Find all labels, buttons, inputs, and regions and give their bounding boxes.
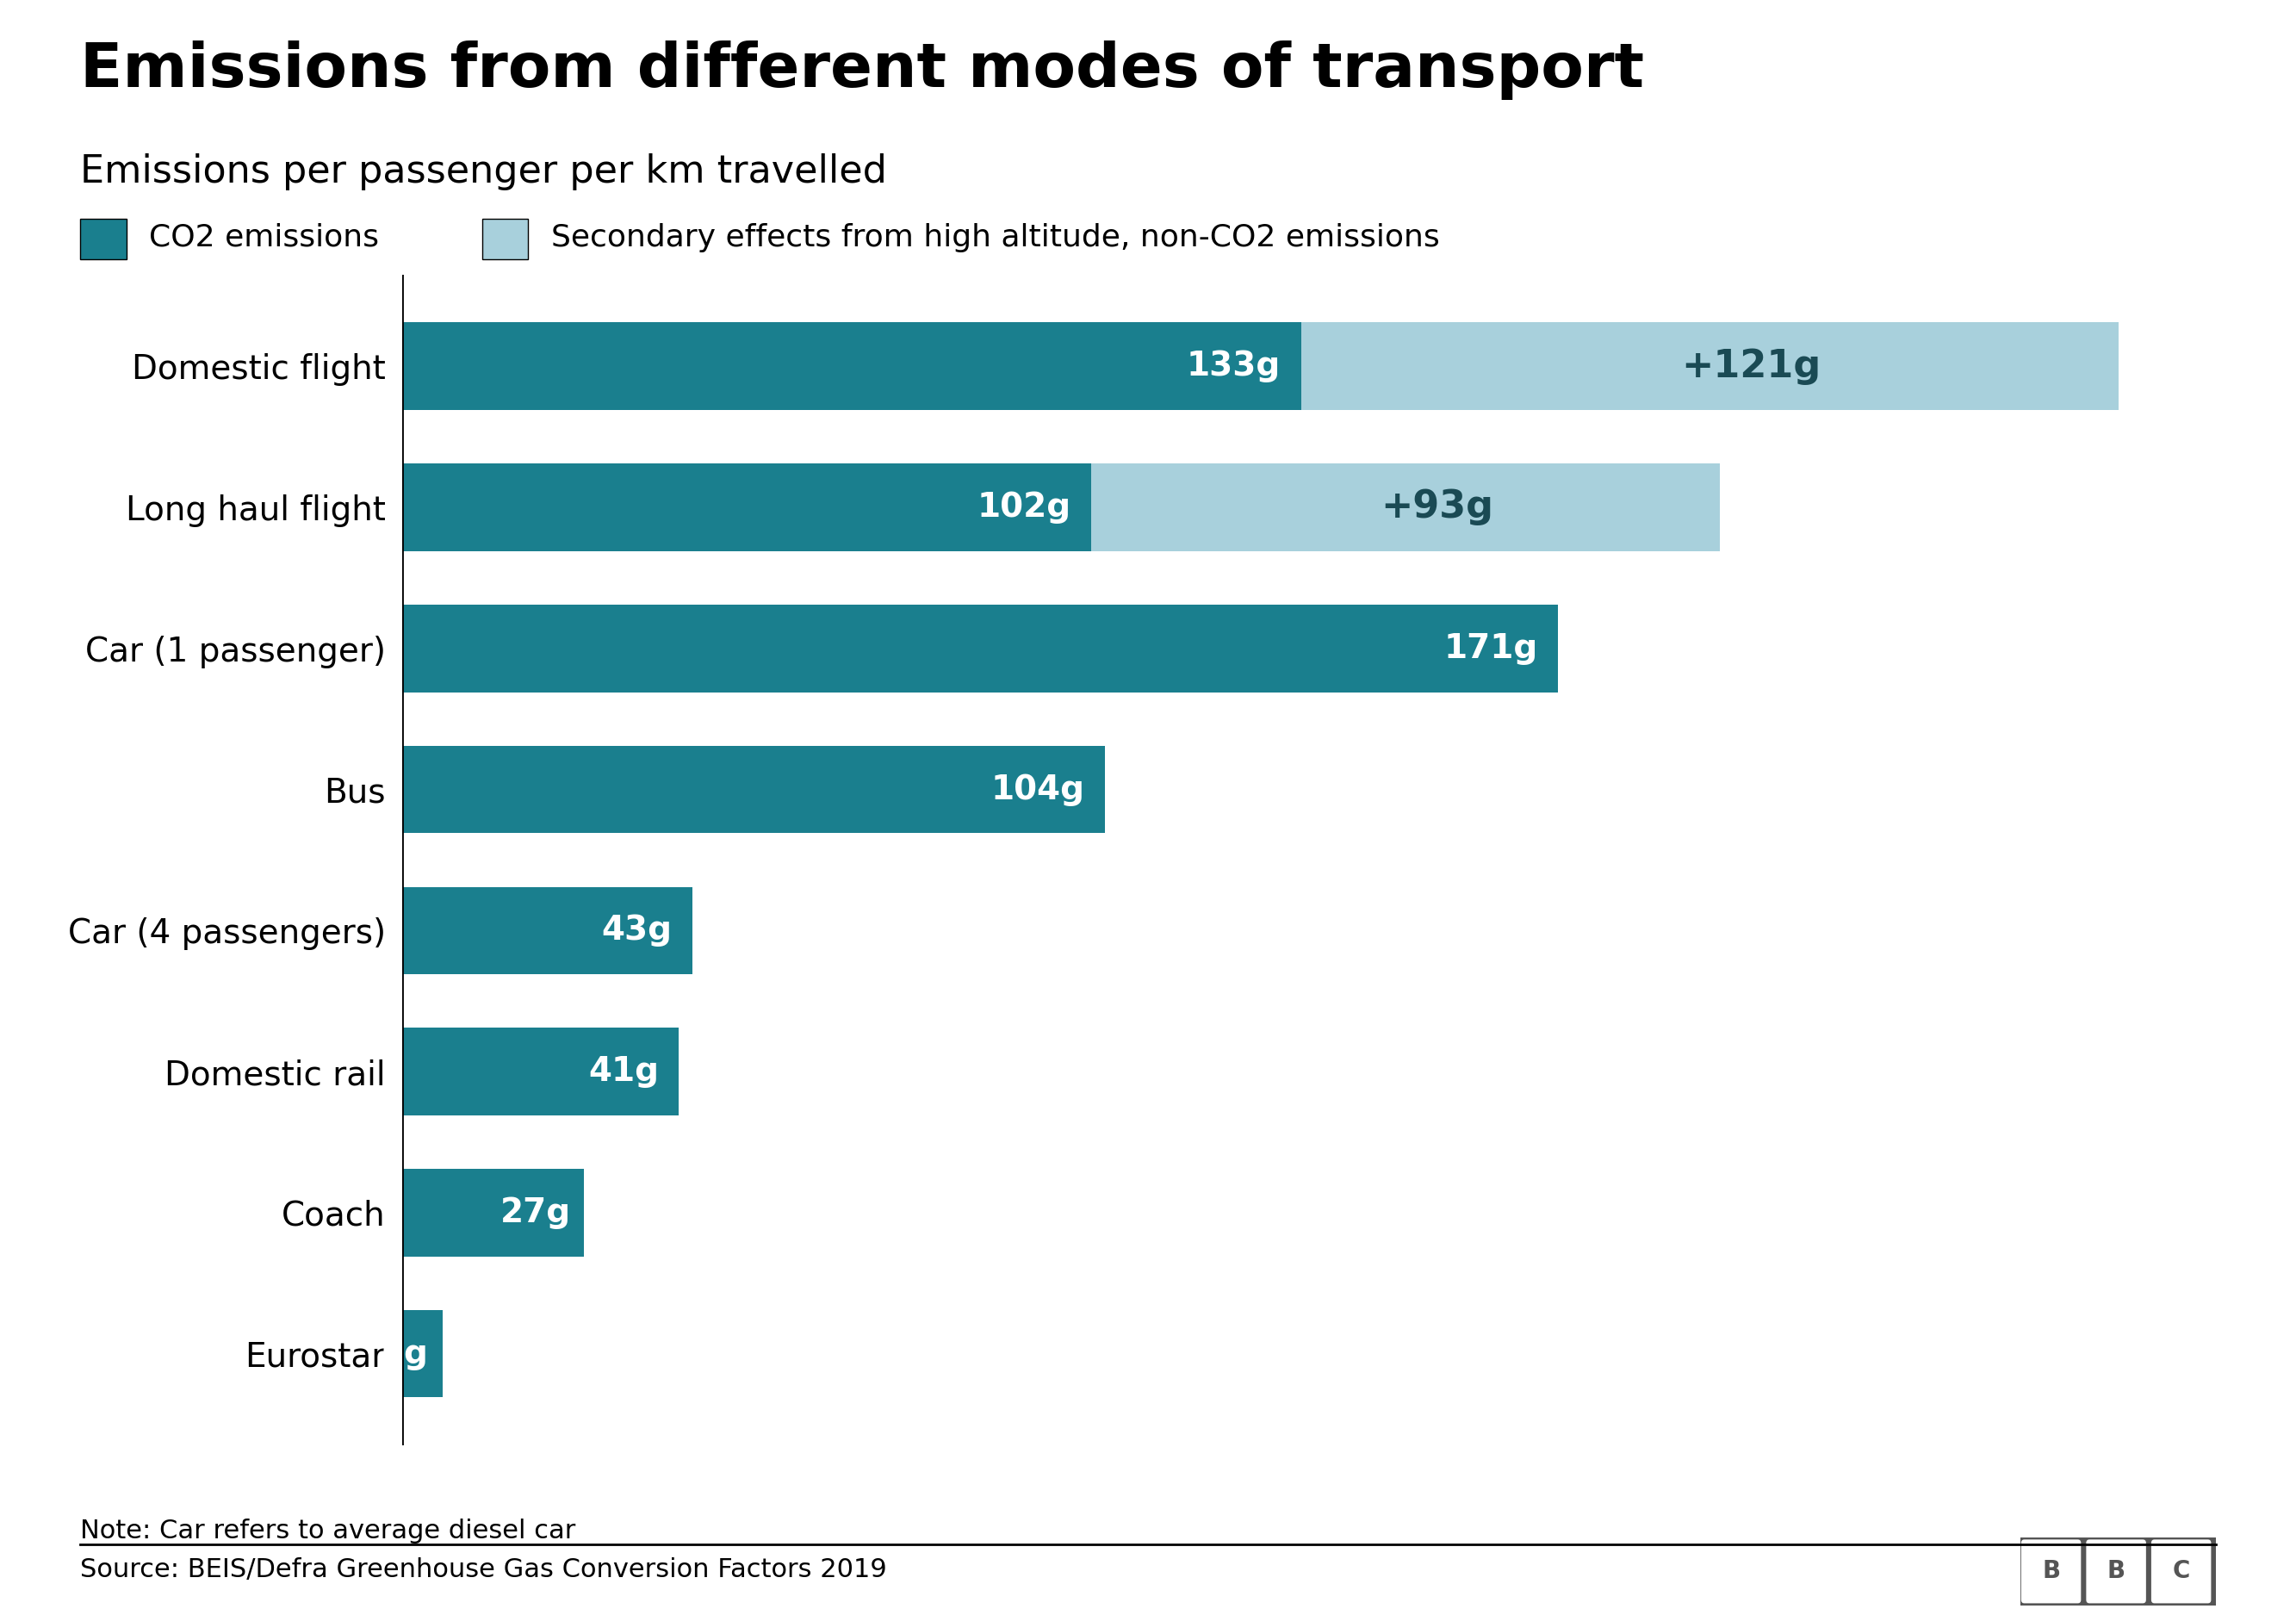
Text: 6g: 6g bbox=[381, 1337, 429, 1370]
Text: Note: Car refers to average diesel car: Note: Car refers to average diesel car bbox=[80, 1518, 576, 1542]
Text: CO2 emissions: CO2 emissions bbox=[149, 223, 379, 252]
Text: Emissions per passenger per km travelled: Emissions per passenger per km travelled bbox=[80, 153, 886, 191]
Bar bbox=[402, 1310, 443, 1397]
Text: +121g: +121g bbox=[1681, 347, 1821, 384]
FancyBboxPatch shape bbox=[2151, 1539, 2211, 1604]
Bar bbox=[402, 1169, 583, 1256]
Bar bbox=[402, 604, 1559, 693]
Text: 104g: 104g bbox=[992, 774, 1084, 806]
Text: Emissions from different modes of transport: Emissions from different modes of transp… bbox=[80, 40, 1644, 100]
Bar bbox=[1091, 464, 1720, 551]
Text: +93g: +93g bbox=[1380, 489, 1495, 526]
Bar bbox=[402, 1027, 680, 1116]
FancyBboxPatch shape bbox=[2087, 1539, 2147, 1604]
Text: C: C bbox=[2172, 1560, 2190, 1583]
Text: 171g: 171g bbox=[1444, 631, 1538, 665]
Bar bbox=[402, 887, 693, 974]
Text: 27g: 27g bbox=[501, 1197, 572, 1229]
Text: Source: BEIS/Defra Greenhouse Gas Conversion Factors 2019: Source: BEIS/Defra Greenhouse Gas Conver… bbox=[80, 1557, 886, 1581]
Bar bbox=[402, 464, 1091, 551]
Bar bbox=[402, 746, 1104, 833]
Text: B: B bbox=[2041, 1560, 2060, 1583]
FancyBboxPatch shape bbox=[2020, 1539, 2080, 1604]
Text: 133g: 133g bbox=[1187, 350, 1281, 383]
Text: 43g: 43g bbox=[602, 914, 673, 946]
Bar bbox=[1302, 323, 2119, 410]
Bar bbox=[402, 323, 1302, 410]
Text: Secondary effects from high altitude, non-CO2 emissions: Secondary effects from high altitude, no… bbox=[551, 223, 1440, 252]
Text: 41g: 41g bbox=[588, 1055, 659, 1089]
Text: B: B bbox=[2108, 1560, 2126, 1583]
Text: 102g: 102g bbox=[978, 491, 1070, 523]
